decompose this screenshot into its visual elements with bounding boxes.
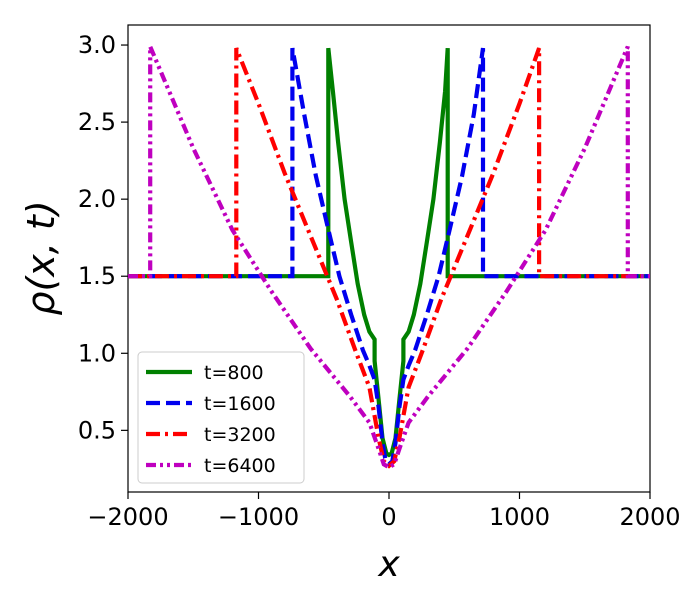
legend-label: t=6400 — [204, 455, 276, 477]
y-axis-ticks: 0.5 1.0 1.5 2.0 2.5 3.0 — [78, 31, 128, 444]
x-tick-label: −2000 — [87, 503, 168, 531]
legend-box — [137, 351, 305, 484]
x-tick-label: 1000 — [489, 503, 550, 531]
y-tick-label: 0.5 — [78, 416, 116, 444]
series-line-4 — [128, 45, 650, 470]
series-line-1 — [128, 47, 650, 458]
series-layer — [128, 45, 650, 470]
y-tick-label: 1.0 — [78, 339, 116, 367]
x-axis-ticks: −2000 −1000 0 1000 2000 — [87, 492, 681, 531]
legend-label: t=800 — [204, 362, 264, 384]
y-tick-label: 1.5 — [78, 262, 116, 290]
x-tick-label: −1000 — [218, 503, 299, 531]
y-tick-label: 2.5 — [78, 108, 116, 136]
y-tick-label: 3.0 — [78, 31, 116, 59]
legend-label: t=1600 — [204, 393, 276, 415]
x-tick-label: 2000 — [619, 503, 680, 531]
x-tick-label: 0 — [381, 503, 396, 531]
legend: t=800 t=1600 t=3200 t=6400 — [137, 351, 305, 484]
legend-items: t=800 t=1600 t=3200 t=6400 — [146, 362, 276, 477]
legend-label: t=3200 — [204, 424, 276, 446]
y-tick-label: 2.0 — [78, 185, 116, 213]
series-line-3 — [128, 47, 650, 469]
x-axis-label: x — [377, 544, 400, 585]
y-axis-label: ρ(x, t) — [19, 200, 63, 315]
